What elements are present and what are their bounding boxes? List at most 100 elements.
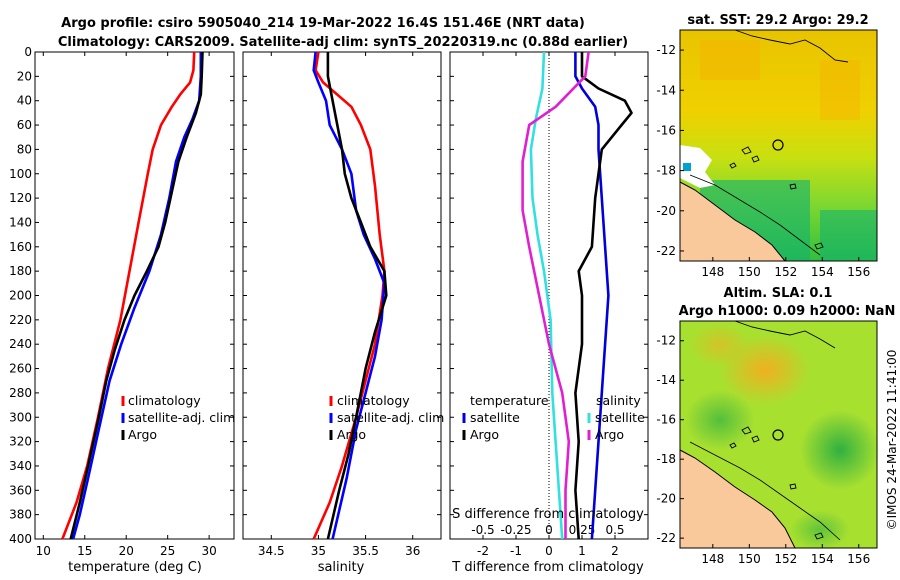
s-diff-tick-label: -0.5 bbox=[471, 523, 494, 537]
credit-stamp: ©IMOS 24-Mar-2022 11:41:00 bbox=[885, 350, 899, 531]
x-tick-label: -1 bbox=[510, 544, 522, 558]
title-line-1: Argo profile: csiro 5905040_214 19-Mar-2… bbox=[61, 16, 585, 31]
map-y-tick-label: -22 bbox=[656, 531, 676, 545]
legend-label-argo: Argo bbox=[128, 427, 157, 442]
x-tick-label: -2 bbox=[477, 544, 489, 558]
legend-label-satellite: satellite-adj. clim bbox=[337, 410, 444, 425]
map-x-tick-label: 156 bbox=[847, 552, 870, 566]
series-line-climatology bbox=[312, 51, 386, 540]
x-tick-label: 35.5 bbox=[352, 544, 379, 558]
series-line-argo bbox=[69, 51, 204, 540]
y-tick-label: 200 bbox=[9, 289, 32, 303]
map-y-tick-label: -16 bbox=[656, 413, 676, 427]
x-tick-label: 20 bbox=[119, 544, 134, 558]
sst-cold-pixel bbox=[683, 163, 691, 171]
series-line-satellite-adj-clim bbox=[312, 51, 386, 540]
salinity-panel: 34.5 35 35.5 36 bbox=[242, 51, 442, 558]
sst-map-title: sat. SST: 29.2 Argo: 29.2 bbox=[687, 13, 868, 28]
sla-map-title-line-1: Altim. SLA: 0.1 bbox=[724, 286, 833, 301]
y-tick-label: 100 bbox=[9, 167, 32, 181]
y-tick-label: 80 bbox=[17, 142, 32, 156]
y-tick-label: 180 bbox=[9, 264, 32, 278]
difference-legend: temperature salinity satellite Argo sate… bbox=[462, 393, 645, 442]
salinity-legend: climatology satellite-adj. clim Argo bbox=[329, 393, 444, 442]
series-line-climatology bbox=[61, 51, 196, 540]
map-x-tick-label: 154 bbox=[811, 552, 834, 566]
x-tick-label: 34.5 bbox=[258, 544, 285, 558]
y-tick-label: 400 bbox=[9, 532, 32, 546]
series-line-t-satellite bbox=[574, 52, 610, 540]
y-tick-label: 260 bbox=[9, 362, 32, 376]
x-tick-label: 25 bbox=[160, 544, 175, 558]
legend-label-satellite: satellite-adj. clim bbox=[128, 410, 235, 425]
y-tick-label: 0 bbox=[24, 45, 32, 59]
series-line-argo bbox=[326, 52, 388, 540]
temperature-legend: climatology satellite-adj. clim Argo bbox=[121, 393, 235, 442]
sst-warm-patch bbox=[820, 60, 860, 120]
t-difference-xlabel: T difference from climatology bbox=[451, 560, 644, 575]
y-tick-label: 240 bbox=[9, 337, 32, 351]
temperature-panel: 0 20 40 60 80 100 120 140 160 180 200 220 240 260 280 3… bbox=[9, 45, 235, 558]
y-tick-label: 340 bbox=[9, 459, 32, 473]
s-difference-xlabel: S difference from climatology bbox=[452, 507, 644, 522]
legend-label-s-satellite: satellite bbox=[595, 410, 645, 425]
png-coast bbox=[734, 29, 849, 63]
reef-islands bbox=[729, 146, 824, 250]
map-y-tick-label: -12 bbox=[656, 43, 676, 57]
y-tick-label: 20 bbox=[17, 69, 32, 83]
png-coast bbox=[734, 320, 836, 349]
map-x-tick-label: 148 bbox=[701, 265, 724, 279]
argo-location-marker bbox=[772, 429, 784, 441]
sla-map-ticks: -12 -14 -16 -18 -20 -22 148 150 152 154 156 bbox=[656, 334, 870, 566]
map-y-tick-label: -20 bbox=[656, 204, 676, 218]
legend-title-temperature: temperature bbox=[470, 393, 549, 408]
series-line-s-argo bbox=[521, 51, 590, 539]
sla-map-frame bbox=[679, 320, 878, 549]
x-tick-label: 1 bbox=[578, 544, 586, 558]
series-line-satellite-adj-clim bbox=[71, 52, 203, 540]
argo-location-marker bbox=[772, 139, 784, 151]
legend-label-s-argo: Argo bbox=[595, 427, 624, 442]
s-diff-tick-label: -0.25 bbox=[500, 523, 531, 537]
map-y-tick-label: -18 bbox=[656, 164, 676, 178]
y-tick-label: 160 bbox=[9, 240, 32, 254]
map-y-tick-label: -12 bbox=[656, 334, 676, 348]
map-y-tick-label: -14 bbox=[656, 373, 676, 387]
x-tick-label: 2 bbox=[611, 544, 619, 558]
sla-map-title-line-2: Argo h1000: 0.09 h2000: NaN bbox=[679, 304, 896, 319]
sla-map bbox=[679, 320, 880, 550]
x-tick-label: 0 bbox=[545, 544, 553, 558]
legend-label-t-satellite: satellite bbox=[470, 410, 520, 425]
y-tick-label: 40 bbox=[17, 94, 32, 108]
s-diff-tick-label: 0.5 bbox=[605, 523, 624, 537]
map-x-tick-label: 154 bbox=[811, 265, 834, 279]
sla-low-anomaly bbox=[790, 510, 850, 550]
map-y-tick-label: -14 bbox=[656, 83, 676, 97]
reef-outline bbox=[689, 441, 841, 541]
s-diff-tick-label: 0.25 bbox=[569, 523, 596, 537]
sst-map-ticks: -12 -14 -16 -18 -20 -22 148 150 152 154 156 bbox=[656, 43, 870, 279]
y-tick-label: 120 bbox=[9, 191, 32, 205]
legend-label-argo: Argo bbox=[337, 427, 366, 442]
sst-map-frame bbox=[679, 29, 878, 262]
y-tick-label: 220 bbox=[9, 313, 32, 327]
sst-map bbox=[679, 29, 878, 262]
legend-label-t-argo: Argo bbox=[470, 427, 499, 442]
sst-cool-patch bbox=[820, 210, 877, 260]
map-x-tick-label: 156 bbox=[847, 265, 870, 279]
legend-label-climatology: climatology bbox=[128, 393, 201, 408]
sst-missing-data bbox=[680, 145, 715, 188]
land-queensland bbox=[680, 182, 785, 261]
sst-warm-patch bbox=[700, 40, 760, 80]
map-y-tick-label: -22 bbox=[656, 244, 676, 258]
title-line-2: Climatology: CARS2009. Satellite-adj cli… bbox=[58, 35, 628, 50]
map-y-tick-label: -18 bbox=[656, 452, 676, 466]
map-x-tick-label: 152 bbox=[774, 265, 797, 279]
y-tick-label: 380 bbox=[9, 508, 32, 522]
reef-outline bbox=[689, 174, 821, 256]
reef-islands bbox=[729, 426, 824, 540]
x-tick-label: 10 bbox=[36, 544, 51, 558]
map-y-tick-label: -20 bbox=[656, 492, 676, 506]
map-x-tick-label: 150 bbox=[738, 552, 761, 566]
